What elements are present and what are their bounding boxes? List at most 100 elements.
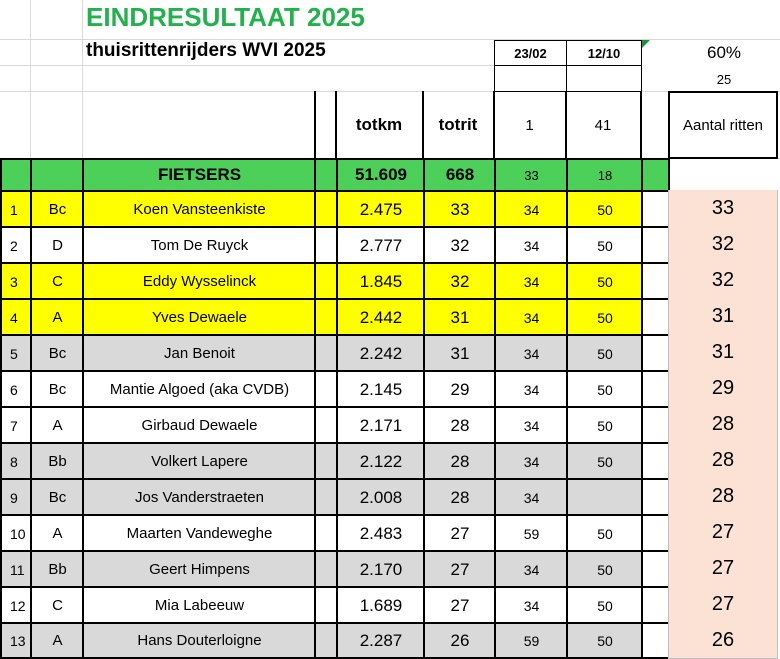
- col1-cell[interactable]: 34: [494, 334, 567, 371]
- spacer-cell[interactable]: [314, 334, 337, 371]
- rider-name-cell[interactable]: Eddy Wysselinck: [82, 262, 315, 299]
- rides-cell[interactable]: 27: [423, 550, 495, 587]
- col1-cell[interactable]: 59: [494, 622, 567, 659]
- rides-cell[interactable]: 26: [423, 622, 495, 659]
- spacer-cell[interactable]: [314, 226, 337, 263]
- col2-cell[interactable]: 50: [566, 334, 642, 371]
- col2-cell[interactable]: 50: [566, 298, 642, 335]
- category-cell[interactable]: Bc: [30, 334, 83, 371]
- rider-name-cell[interactable]: Maarten Vandeweghe: [82, 514, 315, 551]
- aantal-ritten-cell[interactable]: 28: [668, 442, 778, 479]
- header-totkm[interactable]: totkm: [336, 91, 424, 159]
- spacer-cell[interactable]: [314, 190, 337, 227]
- col2-cell[interactable]: 50: [566, 406, 642, 443]
- category-cell[interactable]: Bc: [30, 190, 83, 227]
- category-cell[interactable]: A: [30, 622, 83, 659]
- rides-cell[interactable]: 29: [423, 370, 495, 407]
- km-cell[interactable]: 2.483: [336, 514, 424, 551]
- summary-c1[interactable]: 33: [494, 158, 567, 190]
- rider-name-cell[interactable]: Hans Douterloigne: [82, 622, 315, 659]
- col2-cell[interactable]: 50: [566, 226, 642, 263]
- summary-totkm[interactable]: 51.609: [336, 158, 424, 190]
- header-totrit[interactable]: totrit: [423, 91, 495, 159]
- col1-cell[interactable]: 34: [494, 442, 567, 479]
- col1-cell[interactable]: 34: [494, 406, 567, 443]
- spacer-cell[interactable]: [641, 226, 670, 263]
- km-cell[interactable]: 1.845: [336, 262, 424, 299]
- col2-cell[interactable]: 50: [566, 586, 642, 623]
- km-cell[interactable]: 2.287: [336, 622, 424, 659]
- spacer-cell[interactable]: [641, 406, 670, 443]
- rides-cell[interactable]: 27: [423, 514, 495, 551]
- spacer-cell[interactable]: [641, 298, 670, 335]
- col2-cell[interactable]: 50: [566, 514, 642, 551]
- date-cell-2[interactable]: 12/10: [566, 40, 642, 66]
- rides-cell[interactable]: 32: [423, 262, 495, 299]
- spacer-cell[interactable]: [314, 298, 337, 335]
- rider-name-cell[interactable]: Jan Benoit: [82, 334, 315, 371]
- category-cell[interactable]: A: [30, 406, 83, 443]
- rider-name-cell[interactable]: Koen Vansteenkiste: [82, 190, 315, 227]
- rides-cell[interactable]: 31: [423, 334, 495, 371]
- spacer-cell[interactable]: [641, 514, 670, 551]
- rank-cell[interactable]: 1: [0, 190, 31, 227]
- spacer-cell[interactable]: [314, 406, 337, 443]
- spacer-cell[interactable]: [641, 622, 670, 659]
- aantal-ritten-cell[interactable]: 32: [668, 226, 778, 263]
- km-cell[interactable]: 2.242: [336, 334, 424, 371]
- rider-name-cell[interactable]: Yves Dewaele: [82, 298, 315, 335]
- category-cell[interactable]: Bc: [30, 478, 83, 515]
- spacer-cell[interactable]: [314, 262, 337, 299]
- km-cell[interactable]: 1.689: [336, 586, 424, 623]
- category-cell[interactable]: C: [30, 586, 83, 623]
- aantal-ritten-cell[interactable]: 29: [668, 370, 778, 407]
- rank-cell[interactable]: 10: [0, 514, 31, 551]
- km-cell[interactable]: 2.777: [336, 226, 424, 263]
- rides-cell[interactable]: 31: [423, 298, 495, 335]
- col1-cell[interactable]: 59: [494, 514, 567, 551]
- header-aantal-ritten[interactable]: Aantal ritten: [668, 91, 778, 159]
- rank-cell[interactable]: 12: [0, 586, 31, 623]
- rides-cell[interactable]: 33: [423, 190, 495, 227]
- rider-name-cell[interactable]: Mia Labeeuw: [82, 586, 315, 623]
- percent-cell[interactable]: 60%: [706, 43, 742, 62]
- spacer-cell[interactable]: [641, 442, 670, 479]
- summary-totrit[interactable]: 668: [423, 158, 495, 190]
- rides-cell[interactable]: 28: [423, 406, 495, 443]
- col2-cell[interactable]: 50: [566, 190, 642, 227]
- spacer-cell[interactable]: [314, 514, 337, 551]
- rider-name-cell[interactable]: Tom De Ruyck: [82, 226, 315, 263]
- col2-cell[interactable]: 50: [566, 622, 642, 659]
- rank-cell[interactable]: 9: [0, 478, 31, 515]
- aantal-ritten-cell[interactable]: 27: [668, 586, 778, 623]
- summary-c2[interactable]: 18: [566, 158, 642, 190]
- aantal-ritten-cell[interactable]: 31: [668, 298, 778, 335]
- col2-cell[interactable]: [566, 478, 642, 515]
- spacer-cell[interactable]: [314, 550, 337, 587]
- spacer-cell[interactable]: [314, 478, 337, 515]
- date-cell-1[interactable]: 23/02: [494, 40, 567, 66]
- summary-empty[interactable]: [314, 158, 337, 190]
- category-cell[interactable]: C: [30, 262, 83, 299]
- rank-cell[interactable]: 11: [0, 550, 31, 587]
- aantal-ritten-cell[interactable]: 33: [668, 190, 778, 227]
- category-cell[interactable]: Bc: [30, 370, 83, 407]
- rider-name-cell[interactable]: Jos Vanderstraeten: [82, 478, 315, 515]
- rank-cell[interactable]: 4: [0, 298, 31, 335]
- rank-cell[interactable]: 6: [0, 370, 31, 407]
- rank-cell[interactable]: 5: [0, 334, 31, 371]
- aantal-ritten-cell[interactable]: 32: [668, 262, 778, 299]
- summary-empty[interactable]: [30, 158, 83, 190]
- km-cell[interactable]: 2.475: [336, 190, 424, 227]
- category-cell[interactable]: A: [30, 298, 83, 335]
- col1-cell[interactable]: 34: [494, 262, 567, 299]
- rides-cell[interactable]: 27: [423, 586, 495, 623]
- col1-cell[interactable]: 34: [494, 190, 567, 227]
- category-cell[interactable]: A: [30, 514, 83, 551]
- spacer-cell[interactable]: [641, 370, 670, 407]
- rank-cell[interactable]: 13: [0, 622, 31, 659]
- rank-cell[interactable]: 7: [0, 406, 31, 443]
- summary-empty[interactable]: [0, 158, 31, 190]
- aantal-ritten-cell[interactable]: 28: [668, 406, 778, 443]
- threshold-cell[interactable]: 25: [716, 71, 732, 87]
